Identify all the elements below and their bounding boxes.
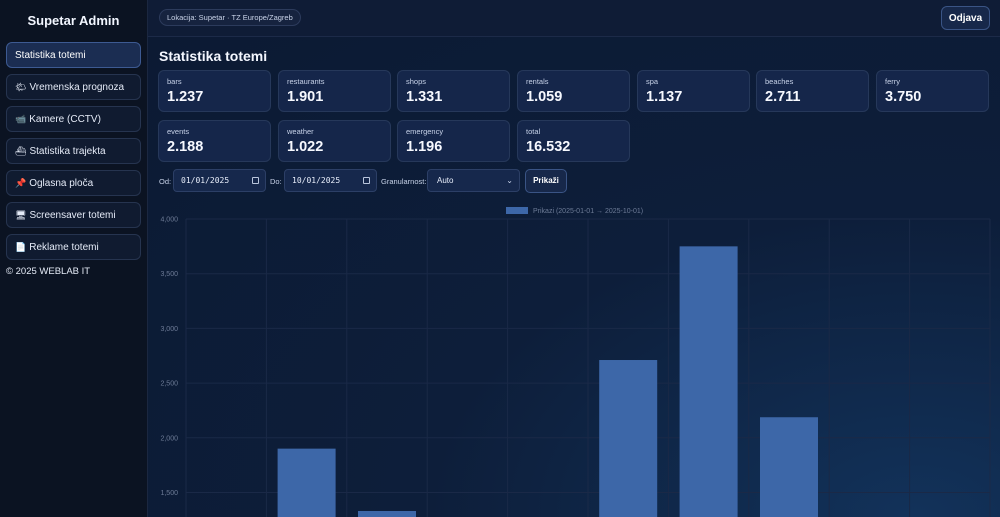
logout-button[interactable]: Odjava: [941, 6, 990, 30]
sidebar-item-kamere[interactable]: 📹 Kamere (CCTV): [6, 106, 141, 132]
sidebar-item-reklame-totemi[interactable]: 📄 Reklame totemi: [6, 234, 141, 260]
y-tick-label: 2,500: [160, 381, 178, 388]
stat-value: 1.901: [287, 89, 324, 105]
sidebar-item-label: Kamere (CCTV): [29, 113, 101, 125]
ferry-icon: ⛴: [15, 145, 27, 156]
from-date-value: 01/01/2025: [181, 176, 230, 185]
from-label: Od:: [159, 177, 172, 186]
weather-icon: 🌤: [15, 81, 27, 92]
stat-value: 1.137: [646, 89, 683, 105]
stat-label: weather: [287, 127, 314, 136]
to-date-value: 10/01/2025: [292, 176, 341, 185]
sidebar-item-label: Oglasna ploča: [29, 177, 94, 189]
stat-card-ferry: ferry 3.750: [876, 70, 989, 112]
granularity-label: Granularnost:: [381, 177, 427, 186]
stat-label: shops: [406, 77, 427, 86]
chart-bar[interactable]: [358, 510, 416, 517]
from-date-input[interactable]: 01/01/2025: [173, 169, 266, 192]
sidebar-item-label: Statistika totemi: [15, 49, 86, 61]
location-badge: Lokacija: Supetar · TZ Europe/Zagreb: [159, 9, 301, 26]
calendar-icon[interactable]: [363, 177, 370, 184]
sidebar-item-label: Reklame totemi: [29, 241, 99, 253]
sidebar-item-screensaver-totemi[interactable]: 🖥 Screensaver totemi: [6, 202, 141, 228]
monitor-icon: 🖥: [15, 209, 27, 220]
stat-label: spa: [646, 77, 659, 86]
stat-value: 1.059: [526, 89, 563, 105]
chart-bar[interactable]: [679, 246, 738, 517]
stat-label: beaches: [765, 77, 794, 86]
chart-bar[interactable]: [277, 448, 336, 517]
page-title: Statistika totemi: [159, 48, 268, 64]
y-tick-label: 3,500: [160, 271, 178, 278]
stat-label: total: [526, 127, 541, 136]
stat-label: rentals: [526, 77, 549, 86]
stat-value: 3.750: [885, 89, 922, 105]
stat-card-beaches: beaches 2.711: [756, 70, 869, 112]
copyright: © 2025 WEBLAB IT: [6, 266, 91, 277]
chart-legend[interactable]: Prikazi (2025-01-01 → 2025-10-01): [506, 207, 643, 215]
stat-card-shops: shops 1.331: [397, 70, 510, 112]
granularity-select[interactable]: Auto ⌄: [427, 169, 520, 192]
stat-card-weather: weather 1.022: [278, 120, 391, 162]
y-tick-label: 2,000: [160, 435, 178, 442]
y-tick-label: 1,500: [160, 490, 178, 497]
stat-card-emergency: emergency 1.196: [397, 120, 510, 162]
legend-swatch: [506, 207, 528, 214]
to-date-input[interactable]: 10/01/2025: [284, 169, 377, 192]
stat-value: 16.532: [526, 139, 571, 155]
pin-icon: 📌: [15, 177, 27, 188]
y-tick-label: 4,000: [160, 217, 178, 224]
stat-label: events: [167, 127, 190, 136]
sidebar-item-label: Screensaver totemi: [29, 209, 116, 221]
stat-card-bars: bars 1.237: [158, 70, 271, 112]
main-content: Statistika totemi bars 1.237 restaurants…: [148, 37, 1000, 517]
legend-label: Prikazi (2025-01-01 → 2025-10-01): [533, 208, 643, 215]
sidebar-item-statistika-trajekta[interactable]: ⛴ Statistika trajekta: [6, 138, 141, 164]
topbar: Lokacija: Supetar · TZ Europe/Zagreb Odj…: [148, 0, 1000, 37]
granularity-value: Auto: [437, 176, 454, 185]
stat-label: ferry: [885, 77, 900, 86]
stat-card-restaurants: restaurants 1.901: [278, 70, 391, 112]
stat-value: 1.331: [406, 89, 443, 105]
stat-label: restaurants: [287, 77, 325, 86]
stat-label: bars: [167, 77, 182, 86]
sidebar-item-vremenska-prognoza[interactable]: 🌤 Vremenska prognoza: [6, 74, 141, 100]
stat-value: 2.711: [765, 89, 801, 105]
stat-value: 1.022: [287, 139, 324, 155]
y-tick-label: 3,000: [160, 326, 178, 333]
stat-value: 1.237: [167, 89, 204, 105]
document-icon: 📄: [15, 241, 27, 252]
sidebar-item-label: Statistika trajekta: [29, 145, 106, 157]
brand-title: Supetar Admin: [27, 13, 120, 28]
sidebar-item-oglasna-ploca[interactable]: 📌 Oglasna ploča: [6, 170, 141, 196]
sidebar-item-statistika-totemi[interactable]: Statistika totemi: [6, 42, 141, 68]
stat-card-spa: spa 1.137: [637, 70, 750, 112]
calendar-icon[interactable]: [252, 177, 259, 184]
to-label: Do:: [270, 177, 282, 186]
chevron-down-icon: ⌄: [506, 176, 513, 185]
stat-card-rentals: rentals 1.059: [517, 70, 630, 112]
stat-card-total: total 16.532: [517, 120, 630, 162]
stat-label: emergency: [406, 127, 444, 136]
stat-value: 2.188: [167, 139, 204, 155]
sidebar: Supetar Admin Statistika totemi 🌤 Vremen…: [0, 0, 148, 517]
sidebar-item-label: Vremenska prognoza: [29, 81, 125, 93]
stat-value: 1.196: [406, 139, 443, 155]
bar-chart: 1,500 2,000 2,500 3,000 3,500 4,000 Prikazi (2…: [160, 207, 991, 517]
camera-icon: 📹: [15, 113, 27, 124]
stat-card-events: events 2.188: [158, 120, 271, 162]
show-button[interactable]: Prikaži: [525, 169, 567, 193]
chart-bar[interactable]: [760, 417, 818, 517]
chart-bar[interactable]: [599, 360, 658, 517]
